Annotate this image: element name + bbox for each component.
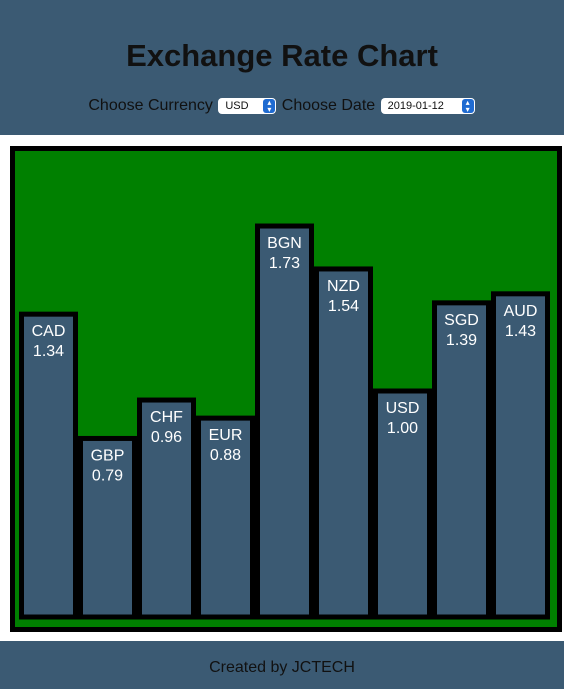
- bar-gbp: [78, 435, 137, 620]
- bar-category-label: NZD: [327, 278, 360, 295]
- bar-eur: [196, 415, 255, 620]
- date-select-value: 2019-01-12: [387, 100, 444, 112]
- bar-cad: [19, 311, 78, 620]
- bar-value-label: 0.96: [151, 429, 182, 446]
- bar-value-label: 1.54: [328, 298, 359, 315]
- bar-value-label: 1.00: [387, 420, 418, 437]
- exchange-rate-chart: CAD 1.34 GBP 0.79 CHF 0.96 EUR 0.88 BGN 1.73 NZD 1.…: [10, 146, 562, 632]
- bar-value-label: 1.39: [446, 332, 477, 349]
- bar-value-label: 1.43: [505, 323, 536, 340]
- bar-category-label: GBP: [91, 447, 125, 464]
- footer: Created by JCTECH: [0, 641, 564, 689]
- currency-select-value: USD: [225, 100, 249, 112]
- bar-chf: [137, 397, 196, 620]
- bar-usd: [373, 388, 432, 620]
- bar-aud: [491, 291, 550, 620]
- bar-value-label: 0.88: [210, 447, 241, 464]
- date-select[interactable]: 2019-01-12 ▴ ▾: [380, 98, 475, 114]
- bar-category-label: AUD: [504, 303, 538, 320]
- bar-category-label: CHF: [150, 409, 183, 426]
- bar-value-label: 1.73: [269, 255, 300, 272]
- controls-bar: Choose Currency USD ▴ ▾ Choose Date 2019-…: [0, 97, 564, 115]
- bar-bgn: [255, 223, 314, 620]
- bar-category-label: EUR: [209, 427, 243, 444]
- bar-nzd: [314, 266, 373, 620]
- bar-category-label: CAD: [32, 323, 66, 340]
- date-label: Choose Date: [281, 97, 376, 114]
- bar-value-label: 0.79: [92, 467, 123, 484]
- bar-sgd: [432, 300, 491, 620]
- currency-select[interactable]: USD ▴ ▾: [218, 98, 277, 114]
- bar-category-label: SGD: [444, 312, 479, 329]
- bar-category-label: BGN: [267, 235, 302, 252]
- select-arrows-icon: ▴ ▾: [461, 99, 474, 114]
- chart-svg: CAD 1.34 GBP 0.79 CHF 0.96 EUR 0.88 BGN 1.73 NZD 1.…: [10, 146, 562, 632]
- bar-category-label: USD: [386, 400, 420, 417]
- select-arrows-icon: ▴ ▾: [263, 99, 276, 114]
- bar-value-label: 1.34: [33, 343, 64, 360]
- footer-credit: Created by JCTECH: [209, 659, 355, 676]
- page-title: Exchange Rate Chart: [126, 38, 438, 73]
- header: Exchange Rate Chart Choose Currency USD …: [0, 0, 564, 135]
- currency-label: Choose Currency: [88, 97, 213, 114]
